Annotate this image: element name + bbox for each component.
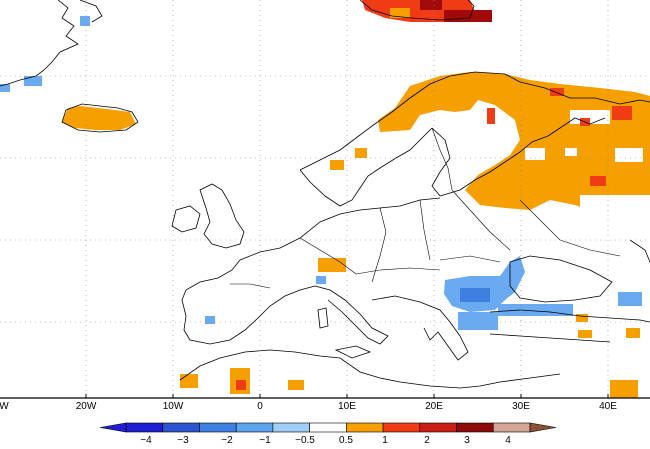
anomaly-darkred-arctic <box>444 10 492 22</box>
anomaly-darkred-arctic <box>420 0 442 10</box>
anomaly-orange-turkey <box>626 328 640 338</box>
anomaly-orange-iceland <box>62 106 136 130</box>
anomaly-gap <box>615 148 643 162</box>
anomaly-orange-africa <box>288 380 304 390</box>
anomaly-blue-greenland <box>80 16 90 26</box>
lon-label-40e: 40E <box>599 401 617 412</box>
anomaly-blue-greenland <box>24 76 42 86</box>
anomaly-orange-norway <box>380 92 420 132</box>
anomaly-blue-greece <box>458 312 498 330</box>
colorbar-segment <box>162 422 200 433</box>
lon-label-30w: W <box>0 401 9 412</box>
colorbar-segment <box>125 422 164 433</box>
anomaly-orange-alps <box>318 258 346 272</box>
anomaly-red-africa <box>236 380 246 390</box>
anomaly-orange-arctic <box>390 8 410 18</box>
axis-ticks <box>85 394 609 398</box>
colorbar-segment <box>235 422 274 433</box>
anomaly-orange-northeast <box>378 72 650 214</box>
anomaly-patches <box>0 0 650 398</box>
colorbar-label: 0.5 <box>339 435 353 446</box>
colorbar-label: −1 <box>259 435 271 446</box>
colorbar-label: 3 <box>464 435 470 446</box>
coastlines <box>0 0 650 389</box>
anomaly-gap <box>565 148 577 156</box>
colorbar-label: 4 <box>505 435 511 446</box>
lon-label-20w: 20W <box>75 401 97 412</box>
anomaly-orange-turkey <box>576 314 588 322</box>
anomaly-blue-alps <box>316 276 326 284</box>
anomaly-gap <box>580 195 650 217</box>
colorbar-label: −2 <box>221 435 233 446</box>
anomaly-orange-sweden <box>330 160 344 170</box>
lon-label-30e: 30E <box>512 401 530 412</box>
anomaly-red <box>612 106 632 120</box>
anomaly-red <box>590 176 606 186</box>
lon-label-10w: 10W <box>162 401 184 412</box>
colorbar-arrow-left <box>99 422 127 433</box>
anomaly-red <box>550 88 564 96</box>
anomaly-blue-spot <box>618 292 642 306</box>
anomaly-orange-turkey <box>578 330 592 338</box>
anomaly-blue-turkey <box>498 304 573 316</box>
colorbar <box>99 422 557 433</box>
anomaly-blue-balkans <box>444 256 525 312</box>
colorbar-arrow-right <box>529 422 557 433</box>
colorbar-label: 2 <box>424 435 430 446</box>
lon-label-0: 0 <box>257 401 263 412</box>
anomaly-blue-spot <box>460 288 490 302</box>
graticule <box>0 0 650 398</box>
colorbar-segment <box>309 422 347 433</box>
colorbar-segment <box>199 422 237 433</box>
colorbar-segment <box>456 422 494 433</box>
colorbar-segment <box>492 422 531 433</box>
colorbar-label: −4 <box>140 435 152 446</box>
colorbar-segment <box>382 422 421 433</box>
lon-label-10e: 10E <box>338 401 356 412</box>
anomaly-gap <box>525 148 545 160</box>
colorbar-label: −0.5 <box>295 435 315 446</box>
anomaly-orange-sweden <box>355 148 367 158</box>
colorbar-segment <box>346 422 384 433</box>
anomaly-blue-spot <box>205 316 215 324</box>
colorbar-segment <box>272 422 310 433</box>
lon-label-20e: 20E <box>425 401 443 412</box>
colorbar-label: 1 <box>382 435 388 446</box>
colorbar-label: −3 <box>177 435 189 446</box>
anomaly-orange-africa <box>610 380 638 398</box>
anomaly-blue-greenland <box>0 84 10 92</box>
colorbar-segment <box>419 422 457 433</box>
anomaly-orange-africa <box>180 374 198 388</box>
anomaly-red <box>487 108 495 124</box>
